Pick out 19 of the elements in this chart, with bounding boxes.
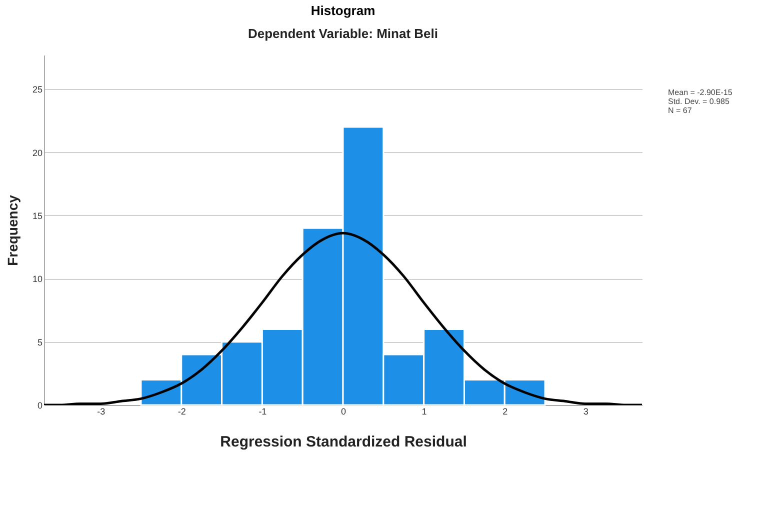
x-axis-title: Regression Standardized Residual [220, 434, 467, 450]
text: Std. Dev. = 0.985 [668, 97, 730, 106]
y-tick-label: 5 [37, 337, 42, 348]
y-tick-label: 10 [32, 274, 42, 284]
y-axis-title: Frequency [4, 194, 20, 266]
x-tick-label: -3 [97, 406, 106, 416]
y-tick-label: 25 [32, 84, 42, 95]
x-tick-label: 1 [422, 406, 427, 416]
y-tick-label: 20 [32, 148, 42, 158]
x-tick-label: 3 [583, 406, 588, 416]
chart-subtitle: Dependent Variable: Minat Beli [248, 26, 438, 41]
x-tick-label: 2 [502, 406, 508, 416]
x-tick-label: 0 [340, 406, 346, 416]
x-tick-label: -1 [258, 406, 267, 416]
chart-title: Histogram [310, 3, 376, 18]
x-tick-label: -2 [178, 406, 186, 416]
y-tick-label: 15 [32, 210, 42, 221]
text: Mean = -2.90E-15 [668, 88, 732, 97]
text: N = 67 [668, 106, 693, 115]
